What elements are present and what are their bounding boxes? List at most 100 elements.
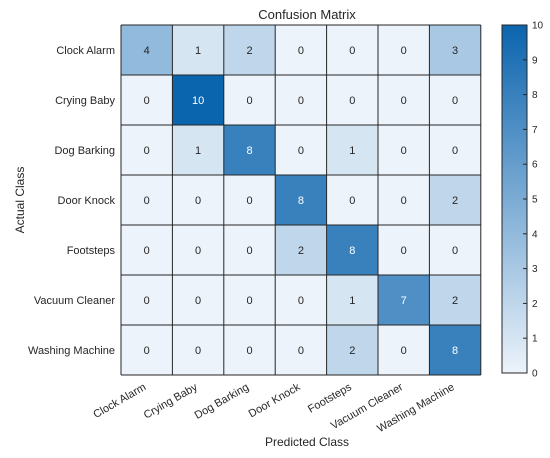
cell-value-label: 0 [195, 195, 201, 207]
heatmap-grid [120, 24, 482, 376]
cell-value-label: 0 [349, 95, 355, 107]
colorbar-tick-label: 5 [532, 195, 538, 206]
cell-value-label: 8 [298, 195, 304, 207]
cell-value-label: 0 [298, 145, 304, 157]
cell-value-label: 0 [195, 345, 201, 357]
heatmap-cell [378, 275, 430, 325]
heatmap-cell [121, 75, 173, 125]
cell-value-label: 1 [349, 145, 355, 157]
cell-value-label: 0 [195, 245, 201, 257]
cell-value-label: 0 [246, 245, 252, 257]
heatmap-cell [172, 325, 224, 375]
heatmap-cell [121, 175, 173, 225]
colorbar-tick-label: 1 [532, 334, 538, 345]
colorbar-tick-label: 2 [532, 299, 538, 310]
cell-value-label: 2 [452, 295, 458, 307]
cell-value-label: 0 [401, 345, 407, 357]
heatmap-cell [326, 175, 378, 225]
heatmap-cell [326, 125, 378, 175]
heatmap-cell [275, 125, 327, 175]
heatmap-cell [121, 225, 173, 275]
x-tick-label: Crying Baby [142, 381, 200, 422]
cell-value-label: 2 [246, 45, 252, 57]
heatmap-cell [275, 75, 327, 125]
x-tick-label: Clock Alarm [91, 381, 148, 421]
y-tick-label: Clock Alarm [56, 45, 115, 57]
heatmap-cell [378, 225, 430, 275]
heatmap-cell [172, 125, 224, 175]
heatmap-cell [223, 25, 276, 75]
heatmap-cell [121, 325, 173, 375]
heatmap-cell [429, 175, 481, 225]
heatmap-cell [378, 125, 430, 175]
colorbar-tick-label: 6 [532, 160, 538, 171]
colorbar-tick-label: 10 [532, 21, 544, 32]
y-tick-label: Footsteps [67, 245, 116, 257]
chart-title: Confusion Matrix [258, 7, 356, 22]
heatmap-cell [172, 225, 224, 275]
cell-value-label: 1 [195, 45, 201, 57]
heatmap-cell [172, 25, 224, 75]
heatmap-cell [326, 275, 378, 325]
heatmap-cells: 4 1 2 0 0 0 30 10 0 0 0 0 00 1 8 0 1 0 00 0 0 8 0 0 20 0 0 2 8 0 00 0 0 0… [121, 25, 481, 375]
colorbar-tick-label: 4 [532, 229, 538, 240]
colorbar: 0 1 2 3 4 5 6 7 8 9 10 [501, 21, 544, 380]
colorbar-tick-label: 3 [532, 264, 538, 275]
colorbar-tick-label: 9 [532, 55, 538, 66]
cell-value-label: 1 [349, 295, 355, 307]
heatmap-cell [223, 75, 276, 125]
cell-value-label: 0 [144, 195, 150, 207]
cell-value-label: 0 [144, 245, 150, 257]
cell-value-label: 2 [298, 245, 304, 257]
cell-value-label: 10 [192, 95, 204, 107]
cell-value-label: 0 [452, 95, 458, 107]
cell-value-label: 0 [401, 95, 407, 107]
x-tick-label: Dog Barking [193, 381, 251, 422]
y-tick-label: Dog Barking [54, 145, 115, 157]
heatmap-cell [275, 225, 327, 275]
heatmap-cell [378, 25, 430, 75]
heatmap-cell [429, 25, 481, 75]
x-axis-label: Predicted Class [265, 435, 349, 449]
heatmap-cell [172, 275, 224, 325]
cell-value-label: 1 [195, 145, 201, 157]
heatmap-cell [223, 325, 276, 375]
cell-value-label: 0 [401, 145, 407, 157]
heatmap-cell [429, 125, 481, 175]
cell-value-label: 0 [298, 345, 304, 357]
cell-value-label: 0 [401, 245, 407, 257]
cell-value-label: 0 [246, 295, 252, 307]
heatmap-cell [275, 325, 327, 375]
x-tick-label: Door Knock [247, 381, 303, 420]
heatmap-cell [172, 175, 224, 225]
colorbar-tick-label: 0 [532, 369, 538, 380]
heatmap-cell [378, 175, 430, 225]
cell-value-label: 0 [349, 195, 355, 207]
heatmap-cell [172, 75, 224, 125]
heatmap-cell [326, 325, 378, 375]
heatmap-cell [429, 75, 481, 125]
cell-value-label: 4 [144, 45, 150, 57]
cell-value-label: 8 [349, 245, 355, 257]
heatmap-cell [223, 175, 276, 225]
heatmap-cell [326, 75, 378, 125]
heatmap-cell [275, 25, 327, 75]
cell-value-label: 0 [144, 295, 150, 307]
heatmap-cell [378, 325, 430, 375]
cell-value-label: 2 [349, 345, 355, 357]
colorbar-tick-label: 8 [532, 90, 538, 101]
cell-value-label: 0 [246, 345, 252, 357]
heatmap-cell [223, 275, 276, 325]
cell-value-label: 0 [401, 195, 407, 207]
heatmap-cell [223, 125, 276, 175]
heatmap-cell [121, 125, 173, 175]
heatmap-cell [378, 75, 430, 125]
y-tick-label: Crying Baby [55, 95, 115, 107]
cell-value-label: 8 [246, 145, 252, 157]
y-tick-label: Washing Machine [28, 345, 115, 357]
cell-value-label: 0 [298, 295, 304, 307]
heatmap-cell [326, 25, 378, 75]
heatmap-cell [429, 325, 481, 375]
